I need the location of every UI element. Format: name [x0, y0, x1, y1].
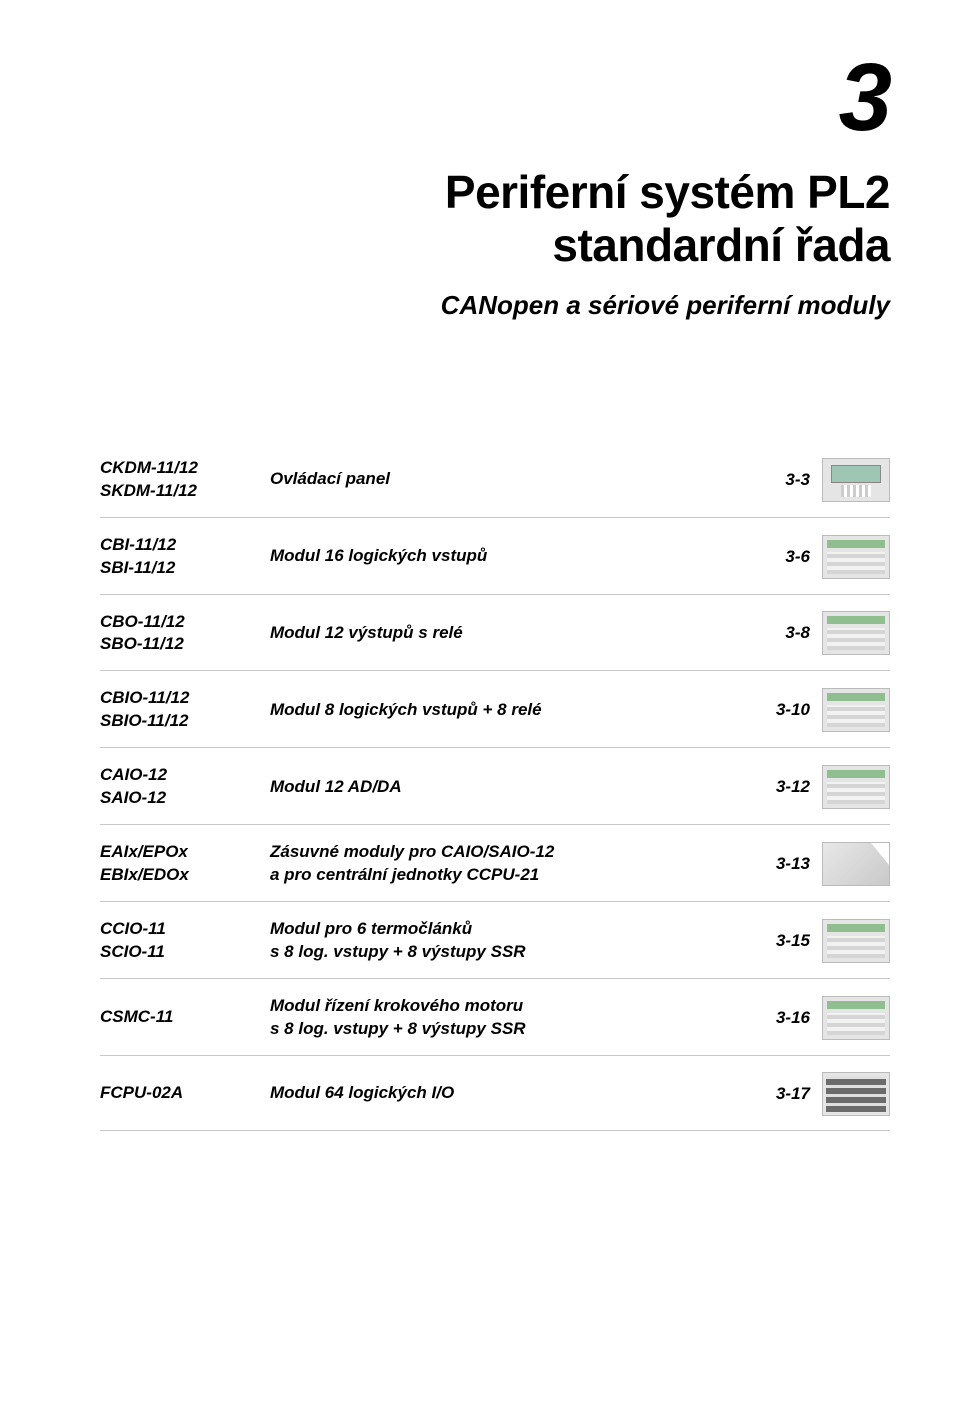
toc-description: Modul pro 6 termočlánkůs 8 log. vstupy +… — [270, 918, 750, 964]
toc-page-ref: 3-16 — [750, 1008, 810, 1028]
toc-row: CBI-11/12SBI-11/12Modul 16 logických vst… — [100, 518, 890, 595]
toc-model: CKDM-11/12SKDM-11/12 — [100, 457, 270, 503]
toc-description: Zásuvné moduly pro CAIO/SAIO-12a pro cen… — [270, 841, 750, 887]
toc-description: Modul 64 logických I/O — [270, 1082, 750, 1105]
toc-description: Modul 12 AD/DA — [270, 776, 750, 799]
toc-thumbnail-cell — [810, 996, 890, 1040]
toc-page-ref: 3-17 — [750, 1084, 810, 1104]
toc-table: CKDM-11/12SKDM-11/12Ovládací panel3-3CBI… — [100, 441, 890, 1131]
toc-description: Modul řízení krokového motorus 8 log. vs… — [270, 995, 750, 1041]
toc-page-ref: 3-10 — [750, 700, 810, 720]
toc-description: Ovládací panel — [270, 468, 750, 491]
title-line-2: standardní řada — [100, 219, 890, 272]
toc-description: Modul 12 výstupů s relé — [270, 622, 750, 645]
toc-page-ref: 3-6 — [750, 547, 810, 567]
product-thumbnail-icon — [822, 765, 890, 809]
toc-model: CBO-11/12SBO-11/12 — [100, 611, 270, 657]
toc-row: CBIO-11/12SBIO-11/12Modul 8 logických vs… — [100, 671, 890, 748]
product-thumbnail-icon — [822, 458, 890, 502]
product-thumbnail-icon — [822, 535, 890, 579]
toc-row: EAIx/EPOxEBIx/EDOxZásuvné moduly pro CAI… — [100, 825, 890, 902]
toc-row: CSMC-11Modul řízení krokového motorus 8 … — [100, 979, 890, 1056]
toc-model: CBI-11/12SBI-11/12 — [100, 534, 270, 580]
toc-thumbnail-cell — [810, 535, 890, 579]
toc-page-ref: 3-13 — [750, 854, 810, 874]
toc-model: FCPU-02A — [100, 1082, 270, 1105]
product-thumbnail-icon — [822, 919, 890, 963]
toc-page-ref: 3-15 — [750, 931, 810, 951]
toc-thumbnail-cell — [810, 765, 890, 809]
product-thumbnail-icon — [822, 1072, 890, 1116]
toc-model: EAIx/EPOxEBIx/EDOx — [100, 841, 270, 887]
toc-description: Modul 8 logických vstupů + 8 relé — [270, 699, 750, 722]
toc-model: CSMC-11 — [100, 1006, 270, 1029]
toc-model: CCIO-11SCIO-11 — [100, 918, 270, 964]
document-page: 3 Periferní systém PL2 standardní řada C… — [0, 0, 960, 1414]
chapter-number: 3 — [100, 50, 890, 146]
toc-page-ref: 3-3 — [750, 470, 810, 490]
toc-thumbnail-cell — [810, 688, 890, 732]
toc-model: CAIO-12SAIO-12 — [100, 764, 270, 810]
toc-model: CBIO-11/12SBIO-11/12 — [100, 687, 270, 733]
toc-row: CCIO-11SCIO-11Modul pro 6 termočlánkůs 8… — [100, 902, 890, 979]
toc-thumbnail-cell — [810, 919, 890, 963]
toc-page-ref: 3-12 — [750, 777, 810, 797]
toc-row: CBO-11/12SBO-11/12Modul 12 výstupů s rel… — [100, 595, 890, 672]
toc-row: FCPU-02AModul 64 logických I/O3-17 — [100, 1056, 890, 1131]
product-thumbnail-icon — [822, 996, 890, 1040]
toc-thumbnail-cell — [810, 458, 890, 502]
toc-thumbnail-cell — [810, 611, 890, 655]
toc-thumbnail-cell — [810, 842, 890, 886]
product-thumbnail-icon — [822, 842, 890, 886]
toc-thumbnail-cell — [810, 1072, 890, 1116]
toc-page-ref: 3-8 — [750, 623, 810, 643]
title-line-1: Periferní systém PL2 — [100, 166, 890, 219]
product-thumbnail-icon — [822, 688, 890, 732]
toc-description: Modul 16 logických vstupů — [270, 545, 750, 568]
chapter-title-block: Periferní systém PL2 standardní řada CAN… — [100, 166, 890, 321]
chapter-subtitle: CANopen a sériové periferní moduly — [100, 290, 890, 321]
toc-row: CKDM-11/12SKDM-11/12Ovládací panel3-3 — [100, 441, 890, 518]
product-thumbnail-icon — [822, 611, 890, 655]
toc-row: CAIO-12SAIO-12Modul 12 AD/DA3-12 — [100, 748, 890, 825]
